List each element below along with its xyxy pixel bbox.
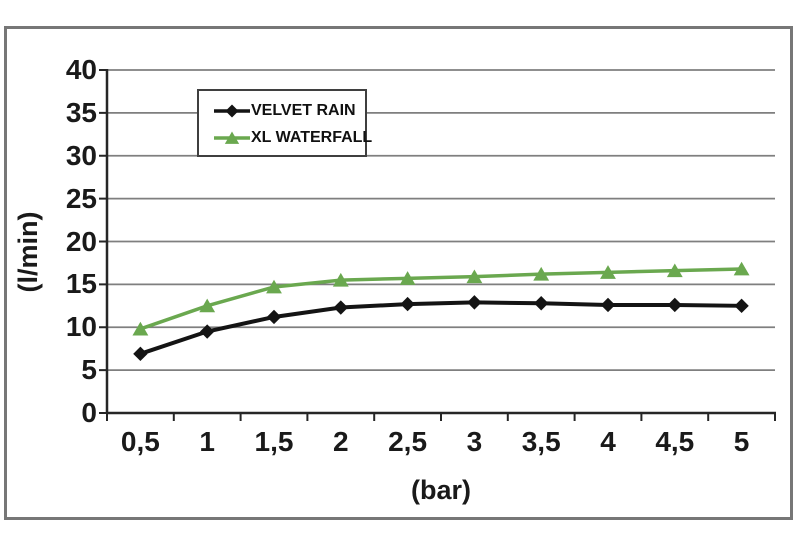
legend-triangle-glyph — [224, 131, 240, 144]
data-point-diamond — [200, 324, 215, 339]
series-line-velvet-rain — [139, 300, 742, 356]
data-point-diamond — [600, 297, 616, 313]
data-point-diamond — [667, 297, 682, 313]
legend: VELVET RAIN XL WATERFALL — [197, 89, 372, 157]
y-tick-label: 10 — [65, 311, 97, 343]
data-point-triangle — [132, 321, 149, 336]
x-tick-label: 5 — [733, 426, 750, 457]
legend-item-xl-waterfall: XL WATERFALL — [199, 124, 372, 151]
x-tick-label: 2,5 — [388, 426, 428, 457]
data-point-triangle — [600, 265, 616, 279]
data-point-diamond — [534, 296, 549, 311]
data-point-diamond — [734, 298, 749, 314]
series-line-xl-waterfall — [139, 267, 742, 331]
legend-label-xl-waterfall: XL WATERFALL — [251, 128, 373, 146]
y-tick-label: 30 — [65, 139, 97, 171]
data-point-triangle — [533, 266, 550, 281]
data-point-triangle — [399, 271, 416, 285]
data-point-triangle — [332, 272, 349, 287]
x-tick-label: 1,5 — [254, 426, 294, 457]
chart-frame-border — [4, 26, 793, 520]
y-tick-label: 25 — [65, 182, 97, 214]
y-tick-label: 20 — [65, 225, 97, 257]
y-tick-label: 5 — [81, 354, 97, 386]
triangle-marker-icon — [214, 131, 250, 144]
data-point-triangle — [266, 279, 282, 294]
x-tick-label: 4 — [600, 426, 616, 457]
y-tick-label: 35 — [65, 96, 97, 128]
data-point-diamond — [400, 296, 415, 312]
legend-item-velvet-rain: VELVET RAIN — [199, 97, 365, 124]
y-tick-label: 15 — [65, 268, 97, 300]
x-tick-label: 3,5 — [521, 426, 561, 457]
x-tick-label: 0,5 — [120, 426, 160, 457]
data-point-triangle — [199, 298, 216, 313]
x-tick-label: 1 — [199, 426, 215, 457]
legend-diamond-glyph — [225, 104, 239, 117]
data-point-triangle — [666, 263, 683, 278]
data-point-diamond — [467, 295, 482, 310]
x-tick-label: 2 — [333, 426, 349, 457]
data-point-triangle — [466, 269, 483, 284]
x-axis-title: (bar) — [411, 475, 471, 505]
legend-label-velvet-rain: VELVET RAIN — [251, 101, 356, 119]
data-point-diamond — [266, 309, 282, 325]
x-tick-label: 3 — [466, 426, 483, 457]
data-point-diamond — [133, 346, 148, 362]
data-point-triangle — [733, 261, 750, 276]
data-point-diamond — [333, 300, 348, 315]
diamond-marker-icon — [214, 104, 250, 117]
y-tick-label: 0 — [81, 397, 97, 428]
y-tick-label: 40 — [65, 54, 97, 85]
x-tick-label: 4,5 — [655, 426, 695, 457]
